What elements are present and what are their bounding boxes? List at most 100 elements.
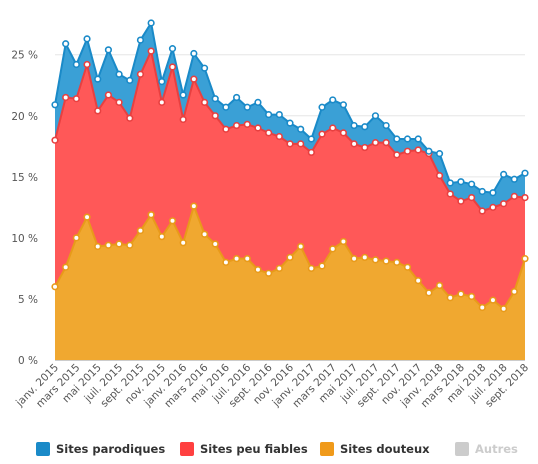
data-point[interactable] (200, 98, 209, 106)
data-point[interactable] (371, 256, 380, 264)
data-point[interactable] (457, 290, 465, 298)
data-point[interactable] (190, 202, 198, 210)
data-point[interactable] (94, 75, 102, 83)
data-point[interactable] (51, 101, 59, 109)
data-point[interactable] (329, 245, 337, 253)
data-point[interactable] (457, 197, 465, 205)
data-point[interactable] (158, 233, 166, 241)
data-point[interactable] (83, 60, 91, 69)
data-point[interactable] (467, 194, 476, 202)
data-point[interactable] (478, 207, 486, 215)
data-point[interactable] (489, 296, 497, 304)
data-point[interactable] (126, 76, 134, 84)
data-point[interactable] (510, 192, 518, 200)
data-point[interactable] (168, 63, 177, 71)
data-point[interactable] (457, 178, 465, 186)
data-point[interactable] (104, 91, 113, 99)
legend-item-sites-parodiques[interactable]: Sites parodiques (36, 442, 165, 456)
data-point[interactable] (521, 169, 529, 177)
data-point[interactable] (62, 93, 70, 102)
data-point[interactable] (254, 124, 262, 132)
data-point[interactable] (62, 263, 70, 271)
data-point[interactable] (361, 143, 369, 152)
data-point[interactable] (297, 125, 305, 133)
data-point[interactable] (489, 189, 497, 197)
data-point[interactable] (510, 288, 518, 296)
legend-item-sites-douteux[interactable]: Sites douteux (320, 442, 430, 456)
data-point[interactable] (72, 95, 80, 103)
data-point[interactable] (200, 64, 209, 72)
data-point[interactable] (136, 226, 145, 235)
data-point[interactable] (467, 292, 476, 301)
data-point[interactable] (62, 40, 70, 48)
data-point[interactable] (72, 60, 80, 69)
data-point[interactable] (425, 147, 433, 155)
data-point[interactable] (83, 35, 91, 43)
data-point[interactable] (339, 101, 348, 109)
data-point[interactable] (339, 129, 348, 137)
data-point[interactable] (489, 203, 497, 211)
data-point[interactable] (350, 140, 358, 148)
data-point[interactable] (254, 266, 262, 274)
data-point[interactable] (435, 281, 444, 290)
data-point[interactable] (286, 140, 294, 148)
legend-item-sites-peu-fiables[interactable]: Sites peu fiables (180, 442, 308, 456)
data-point[interactable] (265, 110, 273, 119)
data-point[interactable] (243, 120, 251, 128)
data-point[interactable] (211, 95, 219, 103)
data-point[interactable] (414, 277, 422, 285)
data-point[interactable] (393, 135, 401, 143)
data-point[interactable] (350, 121, 358, 130)
data-point[interactable] (179, 239, 187, 247)
data-point[interactable] (126, 241, 134, 249)
data-point[interactable] (414, 135, 422, 143)
data-point[interactable] (339, 237, 348, 246)
data-point[interactable] (179, 115, 187, 124)
data-point[interactable] (329, 124, 337, 132)
data-point[interactable] (425, 289, 433, 297)
data-point[interactable] (521, 194, 529, 202)
data-point[interactable] (361, 253, 369, 262)
data-point[interactable] (307, 135, 315, 143)
data-point[interactable] (72, 234, 80, 242)
data-point[interactable] (136, 36, 145, 44)
data-point[interactable] (168, 45, 177, 53)
data-point[interactable] (329, 96, 337, 104)
data-point[interactable] (115, 240, 123, 248)
data-point[interactable] (200, 230, 209, 238)
data-point[interactable] (435, 172, 444, 180)
data-point[interactable] (382, 121, 390, 130)
data-point[interactable] (147, 211, 155, 219)
data-point[interactable] (286, 253, 294, 262)
data-point[interactable] (147, 19, 155, 27)
data-point[interactable] (104, 241, 113, 249)
data-point[interactable] (521, 255, 529, 263)
data-point[interactable] (297, 242, 305, 251)
data-point[interactable] (403, 135, 412, 143)
data-point[interactable] (115, 70, 123, 78)
data-point[interactable] (232, 255, 241, 263)
data-point[interactable] (393, 258, 401, 266)
data-point[interactable] (510, 175, 518, 183)
data-point[interactable] (265, 269, 273, 277)
data-point[interactable] (94, 107, 102, 115)
data-point[interactable] (83, 213, 91, 221)
data-point[interactable] (243, 103, 251, 111)
data-point[interactable] (446, 294, 454, 302)
data-point[interactable] (147, 47, 155, 55)
data-point[interactable] (307, 264, 315, 273)
data-point[interactable] (94, 242, 102, 251)
data-point[interactable] (500, 200, 508, 208)
data-point[interactable] (158, 98, 166, 106)
data-point[interactable] (211, 240, 219, 248)
data-point[interactable] (478, 187, 486, 196)
data-point[interactable] (232, 93, 241, 102)
data-point[interactable] (297, 140, 305, 148)
data-point[interactable] (168, 217, 177, 225)
data-point[interactable] (190, 49, 198, 58)
data-point[interactable] (446, 190, 454, 198)
data-point[interactable] (265, 129, 273, 137)
data-point[interactable] (254, 98, 262, 106)
data-point[interactable] (222, 103, 230, 111)
data-point[interactable] (403, 263, 412, 271)
